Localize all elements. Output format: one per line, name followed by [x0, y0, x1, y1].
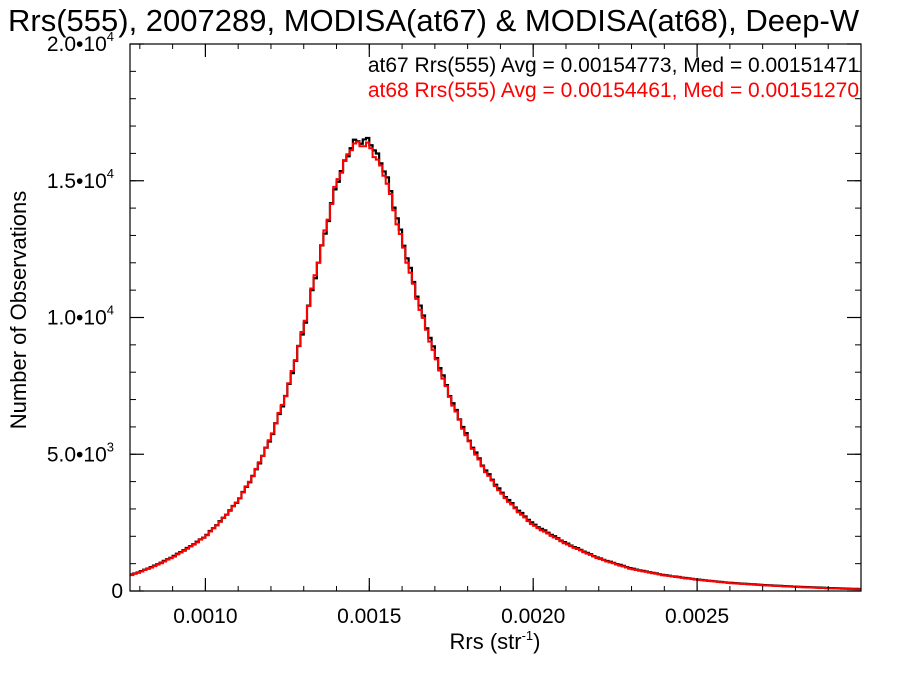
y-tick-exponent: 4: [107, 29, 114, 44]
x-axis-label: Rrs (str-1): [450, 628, 541, 654]
y-tick-mantissa: 0: [111, 580, 123, 603]
x-tick-labels: 0.0010 0.0015 0.0020 0.0025: [173, 605, 729, 628]
y-tick-mantissa: 2.0•10: [47, 33, 107, 56]
x-tick-label: 0.0020: [501, 605, 565, 628]
legend-stats-at68: at68 Rrs(555) Avg = 0.00154461, Med = 0.…: [368, 79, 859, 102]
y-axis-label: Number of Observations: [6, 191, 31, 429]
series-at67-histogram: [130, 136, 861, 591]
x-tick-label: 0.0010: [173, 605, 237, 628]
y-tick-label: 0: [111, 580, 123, 603]
y-tick-exponent: 4: [107, 303, 114, 318]
axis-ticks: [130, 43, 862, 592]
y-tick-mantissa: 5.0•10: [47, 443, 107, 466]
x-tick-label: 0.0015: [337, 605, 401, 628]
x-axis-label-sup: -1: [522, 628, 534, 643]
y-tick-label: 1.5•104: [47, 166, 114, 193]
series-layer: [130, 136, 861, 591]
series-at68-histogram: [130, 140, 861, 591]
y-tick-label: 5.0•103: [47, 439, 114, 466]
y-tick-mantissa: 1.5•10: [47, 170, 107, 193]
plot-frame: [129, 43, 862, 592]
x-axis-label-close: ): [533, 629, 540, 654]
chart-title: Rrs(555), 2007289, MODISA(at67) & MODISA…: [8, 3, 860, 38]
y-tick-exponent: 4: [107, 166, 114, 181]
x-axis-label-main: Rrs (str: [450, 629, 522, 654]
y-tick-label: 1.0•104: [47, 303, 114, 330]
y-tick-label: 2.0•104: [47, 29, 114, 56]
legend-stats-at67: at67 Rrs(555) Avg = 0.00154773, Med = 0.…: [368, 54, 859, 77]
x-tick-label: 0.0025: [665, 605, 729, 628]
y-tick-mantissa: 1.0•10: [47, 307, 107, 330]
y-tick-exponent: 3: [107, 439, 114, 454]
